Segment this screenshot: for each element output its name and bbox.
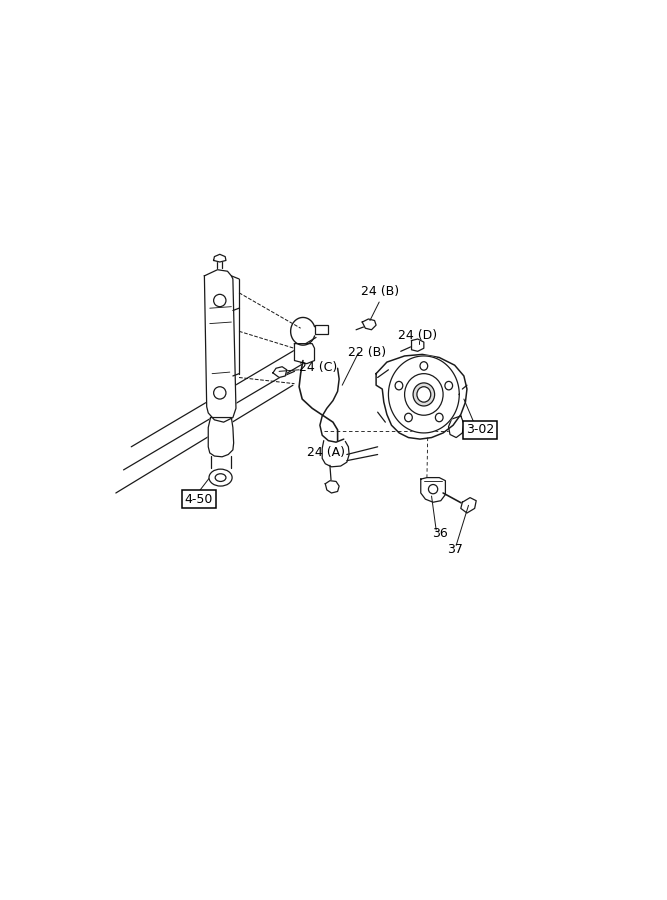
Polygon shape: [362, 319, 376, 329]
Polygon shape: [295, 344, 315, 364]
Ellipse shape: [436, 413, 443, 422]
Polygon shape: [213, 255, 226, 262]
Ellipse shape: [395, 382, 403, 390]
Ellipse shape: [209, 469, 232, 486]
Text: 24 (A): 24 (A): [307, 446, 345, 459]
Polygon shape: [421, 478, 446, 502]
Ellipse shape: [413, 382, 435, 406]
Text: 37: 37: [448, 544, 464, 556]
Polygon shape: [325, 481, 339, 493]
Text: 22 (B): 22 (B): [348, 346, 386, 358]
Polygon shape: [448, 416, 464, 437]
Ellipse shape: [445, 382, 453, 390]
Polygon shape: [461, 498, 476, 513]
Circle shape: [213, 387, 226, 399]
Text: 36: 36: [432, 527, 448, 540]
Polygon shape: [204, 270, 236, 422]
Ellipse shape: [417, 387, 431, 402]
Polygon shape: [388, 356, 460, 433]
Ellipse shape: [405, 374, 443, 415]
Polygon shape: [273, 366, 287, 377]
Polygon shape: [412, 339, 424, 351]
Polygon shape: [208, 418, 233, 457]
Text: 4-50: 4-50: [185, 492, 213, 506]
Polygon shape: [376, 355, 467, 439]
Text: 24 (D): 24 (D): [398, 329, 438, 342]
Circle shape: [213, 294, 226, 307]
Text: 24 (B): 24 (B): [361, 284, 399, 298]
Text: 24 (C): 24 (C): [299, 361, 338, 374]
Ellipse shape: [405, 413, 412, 422]
Text: 3-02: 3-02: [466, 423, 494, 436]
Ellipse shape: [420, 362, 428, 370]
Bar: [315, 325, 328, 335]
